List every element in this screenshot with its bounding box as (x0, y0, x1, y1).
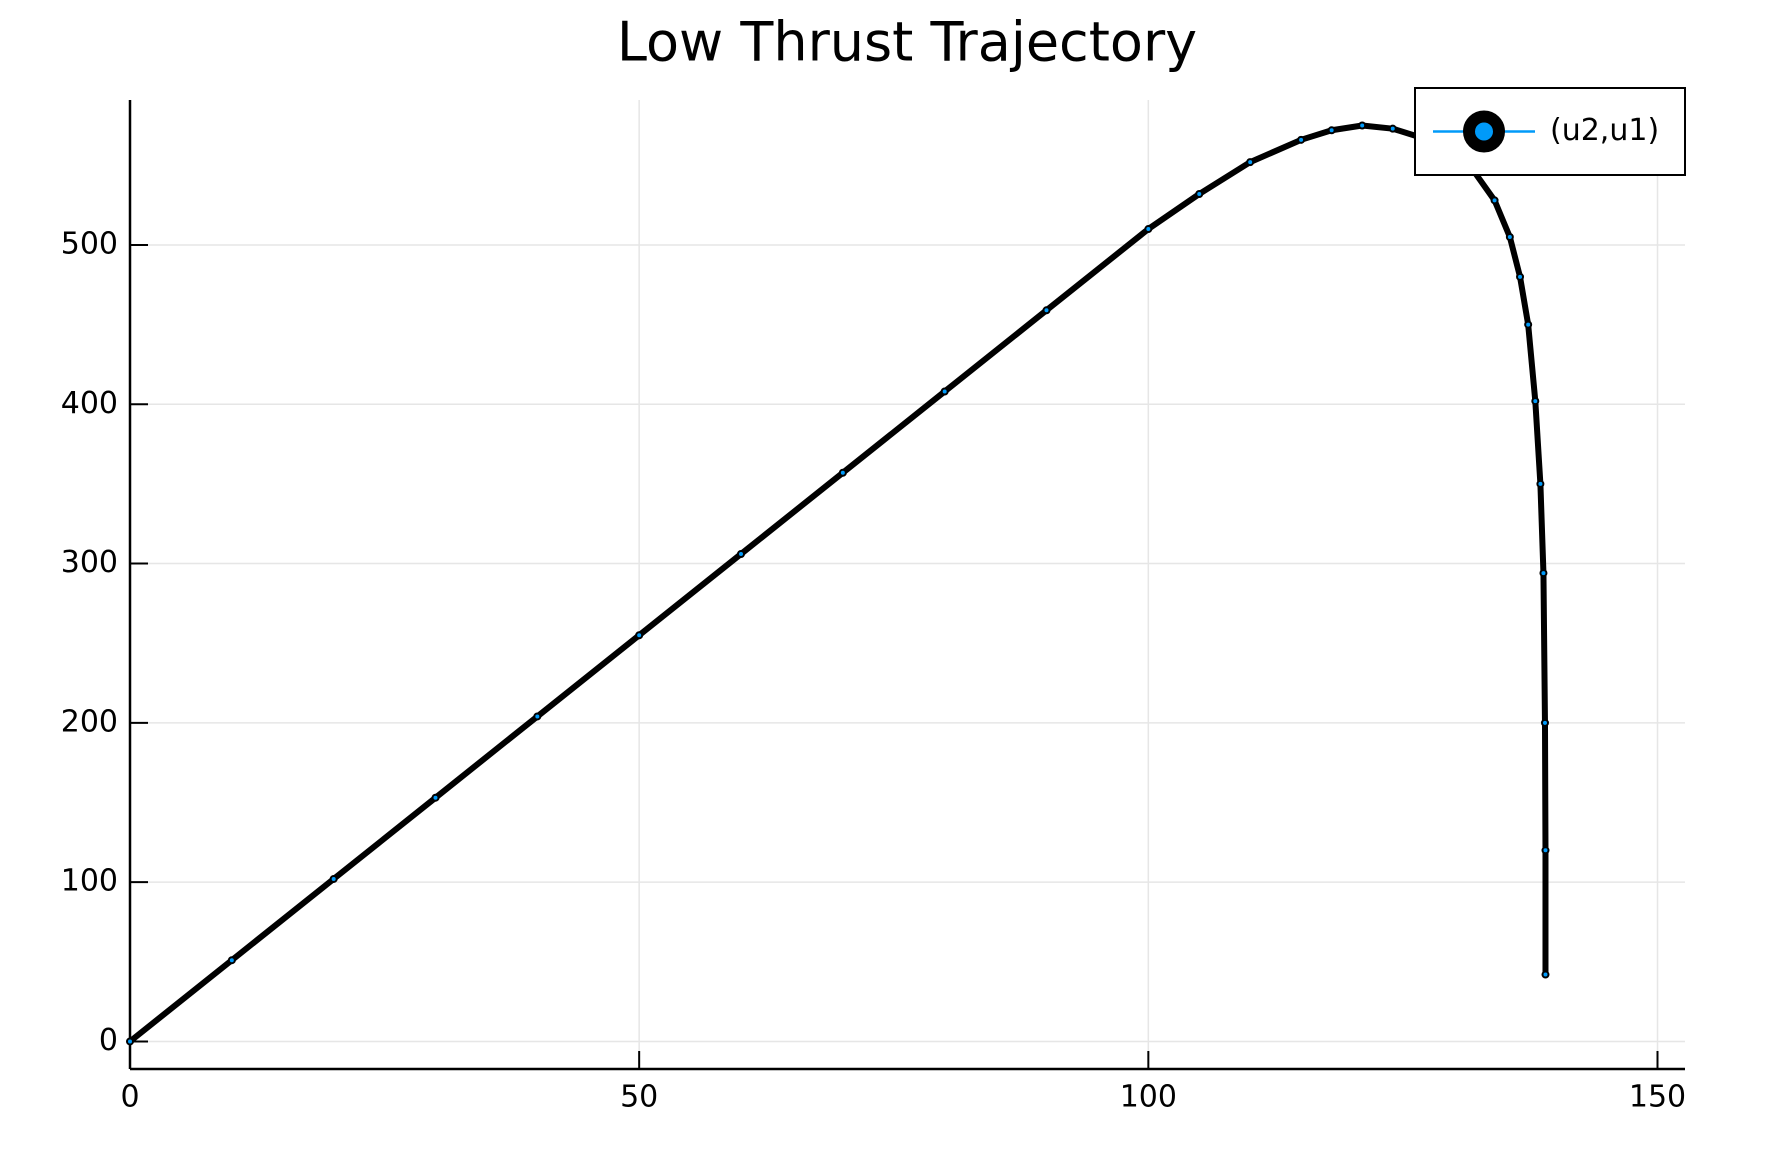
data-point (737, 549, 746, 558)
y-tick-label: 100 (61, 864, 118, 899)
x-tick-label: 0 (120, 1080, 139, 1115)
data-point (635, 631, 644, 640)
legend-label: (u2,u1) (1550, 113, 1659, 148)
data-point (329, 874, 338, 883)
data-point (1516, 272, 1525, 281)
data-point (533, 712, 542, 721)
data-point (1144, 225, 1153, 234)
data-point (227, 956, 236, 965)
data-point (1490, 196, 1499, 205)
data-point (1540, 718, 1549, 727)
data-point (1358, 121, 1367, 130)
data-point (1246, 158, 1255, 167)
y-tick-label: 200 (61, 704, 118, 739)
x-tick-label: 50 (620, 1080, 658, 1115)
y-tick-label: 400 (61, 386, 118, 421)
data-point (431, 793, 440, 802)
data-point (940, 387, 949, 396)
x-tick-label: 150 (1629, 1080, 1686, 1115)
data-point (1536, 479, 1545, 488)
data-point (1042, 306, 1051, 315)
data-line (128, 122, 1549, 1044)
data-point (1327, 126, 1336, 135)
data-point (1541, 970, 1550, 979)
y-tick-label: 500 (61, 226, 118, 261)
chart-title: Low Thrust Trajectory (617, 11, 1197, 74)
data-point (126, 1037, 134, 1046)
y-tick-label: 300 (61, 545, 118, 580)
data-point (1541, 846, 1550, 855)
data-point (1524, 320, 1533, 329)
data-point (1388, 124, 1397, 133)
data-point (1539, 569, 1548, 578)
data-point (838, 468, 847, 477)
data-point (1297, 135, 1306, 144)
x-tick-label: 100 (1120, 1080, 1177, 1115)
legend-marker (1463, 110, 1505, 153)
y-tick-label: 0 (99, 1023, 118, 1058)
data-point (1505, 232, 1514, 241)
data-point (1195, 189, 1204, 198)
data-point (1531, 397, 1540, 406)
